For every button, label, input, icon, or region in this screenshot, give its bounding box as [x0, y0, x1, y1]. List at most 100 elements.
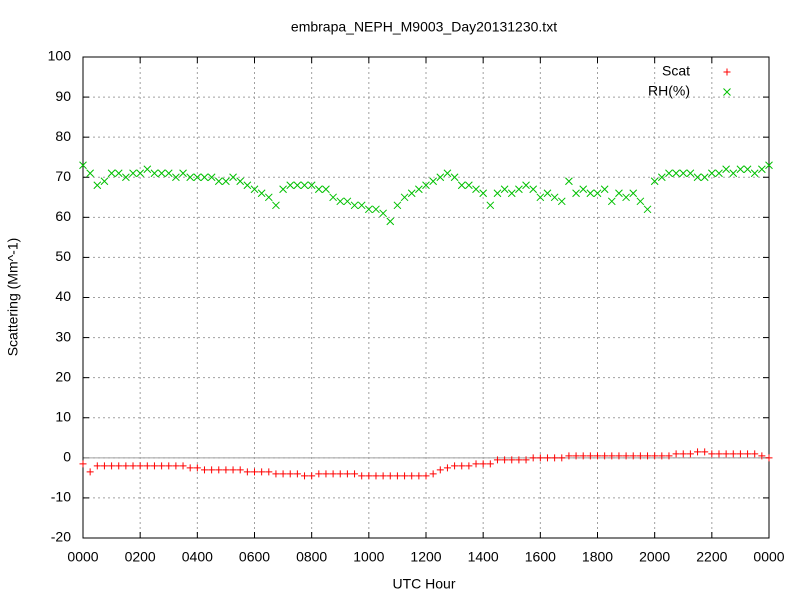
legend-label: Scat: [662, 63, 690, 79]
y-tick-label: 40: [55, 288, 71, 304]
data-point: [694, 448, 702, 456]
data-point: [629, 452, 637, 460]
data-point: [257, 189, 266, 198]
data-point: [107, 169, 116, 178]
data-point: [636, 197, 645, 206]
data-point: [222, 466, 230, 474]
data-point: [443, 464, 451, 472]
data-point: [150, 462, 158, 470]
data-point: [293, 470, 301, 478]
data-point: [186, 464, 194, 472]
data-point: [743, 165, 752, 174]
legend-marker: [723, 88, 731, 96]
data-point: [379, 209, 387, 218]
data-point: [286, 181, 295, 190]
x-tick-label: 1400: [468, 549, 499, 565]
data-point: [465, 181, 473, 190]
data-point: [222, 177, 230, 186]
data-point: [165, 462, 173, 470]
data-point: [115, 462, 123, 470]
data-point: [272, 201, 280, 210]
data-point: [143, 165, 152, 174]
data-point: [543, 189, 552, 198]
data-point: [207, 173, 216, 182]
data-point: [507, 189, 516, 198]
data-point: [557, 197, 566, 206]
x-tick-label: 1200: [410, 549, 441, 565]
data-point: [186, 173, 195, 182]
data-point: [615, 189, 623, 198]
data-point: [607, 197, 616, 206]
chart-title: embrapa_NEPH_M9003_Day20131230.txt: [291, 19, 557, 35]
data-point: [364, 205, 373, 214]
x-tick-label: 1600: [525, 549, 556, 565]
data-point: [572, 189, 580, 198]
data-point: [622, 193, 630, 202]
data-point: [422, 181, 430, 190]
data-point: [750, 169, 759, 178]
data-point: [436, 466, 444, 474]
data-point: [622, 452, 630, 460]
data-point: [329, 470, 337, 478]
data-point: [93, 181, 102, 190]
x-tick-label: 0800: [296, 549, 327, 565]
data-point: [158, 462, 166, 470]
data-point: [593, 189, 602, 198]
data-point: [86, 468, 94, 476]
y-tick-label: 80: [55, 128, 71, 144]
data-point: [129, 462, 137, 470]
data-point: [122, 462, 130, 470]
data-point: [529, 454, 537, 462]
data-point: [351, 470, 359, 478]
plot-frame: [82, 56, 770, 539]
data-point: [150, 169, 159, 178]
x-tick-label: 0400: [182, 549, 213, 565]
data-point: [343, 470, 351, 478]
data-point: [765, 161, 773, 170]
data-point: [307, 181, 316, 190]
data-point: [493, 456, 501, 464]
data-point: [672, 169, 680, 178]
data-point: [486, 201, 495, 210]
data-point: [208, 466, 216, 474]
data-point: [79, 460, 87, 468]
data-point: [386, 217, 395, 226]
data-point: [308, 472, 316, 480]
data-point: [479, 460, 487, 468]
data-point: [172, 173, 180, 182]
data-point: [407, 189, 416, 198]
data-point: [143, 462, 151, 470]
data-point: [679, 169, 688, 178]
data-point: [179, 169, 187, 178]
x-tick-label: 0200: [125, 549, 156, 565]
data-point: [93, 462, 101, 470]
data-point: [722, 450, 730, 458]
data-point: [422, 472, 430, 480]
y-tick-label: 90: [55, 88, 71, 104]
data-point: [579, 185, 588, 194]
data-point: [243, 468, 251, 476]
data-point: [443, 169, 452, 178]
data-point: [594, 452, 601, 460]
data-point: [336, 470, 344, 478]
data-point: [550, 193, 559, 202]
data-point: [715, 169, 723, 178]
data-point: [429, 470, 437, 478]
data-point: [114, 169, 123, 178]
data-point: [565, 452, 573, 460]
y-tick-label: 60: [55, 208, 71, 224]
data-point: [586, 452, 594, 460]
data-point: [729, 169, 738, 178]
data-point: [415, 472, 423, 480]
data-point: [243, 181, 252, 190]
data-point: [272, 470, 280, 478]
data-point: [500, 185, 509, 194]
data-point: [258, 468, 266, 476]
data-point: [100, 177, 109, 186]
data-point: [601, 452, 609, 460]
data-point: [708, 450, 716, 458]
data-point: [264, 193, 273, 202]
data-point: [436, 173, 445, 182]
data-point: [393, 201, 402, 210]
data-point: [529, 185, 538, 194]
